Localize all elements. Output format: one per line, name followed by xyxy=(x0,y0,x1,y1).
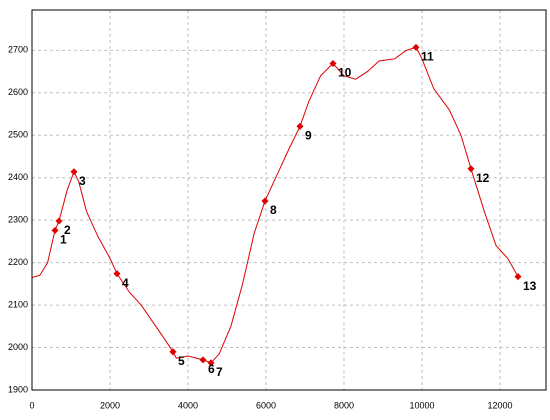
waypoint-marker xyxy=(514,273,522,281)
waypoint-label: 11 xyxy=(421,50,434,64)
y-tick-label: 1900 xyxy=(8,384,28,394)
y-tick-label: 2000 xyxy=(8,342,28,352)
waypoint-marker xyxy=(467,165,475,173)
plot xyxy=(31,10,546,391)
waypoint-label: 3 xyxy=(79,174,86,188)
plot-area xyxy=(32,10,546,390)
waypoint-marker xyxy=(169,348,177,356)
x-tick-label: 8000 xyxy=(334,400,354,410)
y-tick-label: 2300 xyxy=(8,215,28,225)
x-tick-label: 4000 xyxy=(178,400,198,410)
waypoint-label: 1 xyxy=(60,233,67,247)
waypoint-label: 2 xyxy=(64,223,71,237)
waypoint-marker xyxy=(412,43,420,51)
waypoint-marker xyxy=(113,270,121,278)
y-tick-label: 2600 xyxy=(8,87,28,97)
y-tick-label: 2700 xyxy=(8,45,28,55)
waypoint-marker xyxy=(199,356,207,364)
waypoint-marker xyxy=(329,59,337,68)
waypoint-label: 13 xyxy=(523,279,537,293)
waypoint-marker xyxy=(70,168,78,176)
waypoint-label: 6 xyxy=(208,362,215,376)
plot-frame xyxy=(31,9,547,391)
x-tick-label: 6000 xyxy=(256,400,276,410)
waypoint-marker xyxy=(207,359,215,367)
waypoint-label: 10 xyxy=(338,66,352,80)
waypoint-label: 12 xyxy=(476,171,490,185)
waypoint-label: 4 xyxy=(122,276,129,290)
y-tick-label: 2400 xyxy=(8,172,28,182)
waypoint-label: 8 xyxy=(270,203,277,217)
x-tick-label: 2000 xyxy=(100,400,120,410)
waypoint-label: 7 xyxy=(216,365,223,379)
profile-line xyxy=(31,46,519,364)
x-tick-label: 10000 xyxy=(409,400,434,410)
x-tick-label: 0 xyxy=(29,400,34,410)
waypoint-label: 9 xyxy=(305,129,312,143)
x-tick-label: 12000 xyxy=(487,400,512,410)
waypoint-label: 5 xyxy=(178,354,185,368)
y-tick-label: 2200 xyxy=(8,257,28,267)
y-tick-label: 2100 xyxy=(8,299,28,309)
waypoint-marker xyxy=(55,217,63,225)
waypoint-marker xyxy=(296,122,304,130)
y-tick-label: 2500 xyxy=(8,130,28,140)
waypoint-marker xyxy=(261,197,269,205)
waypoint-marker xyxy=(51,226,59,234)
